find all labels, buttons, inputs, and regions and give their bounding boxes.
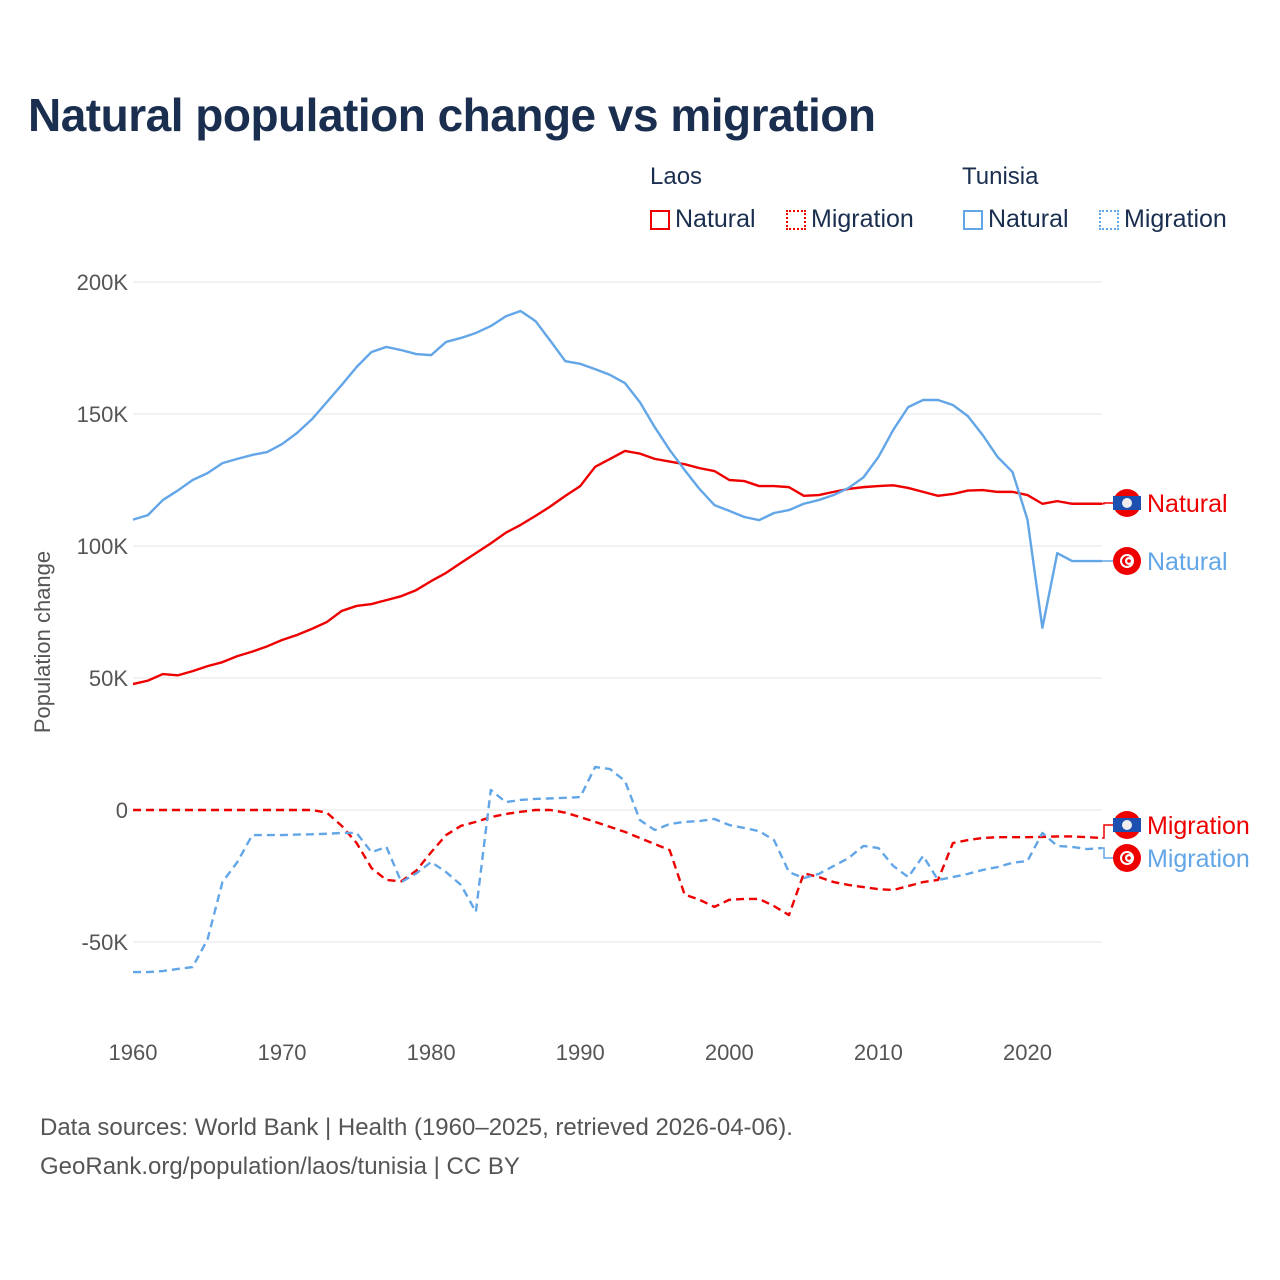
- legend-label: Natural: [675, 205, 756, 233]
- laos-flag-disc: [1122, 498, 1132, 508]
- x-tick-label: 1960: [109, 1040, 158, 1065]
- series-line-tunisia-natural: [132, 309, 1102, 630]
- series-end-label: Natural: [1147, 490, 1228, 518]
- laos-flag-disc: [1122, 820, 1132, 830]
- legend-group-tunisia: Tunisia: [962, 163, 1039, 190]
- x-tick-label: 2000: [705, 1040, 754, 1065]
- series-end-label: Migration: [1147, 845, 1250, 873]
- legend-label: Migration: [1124, 205, 1227, 233]
- legend-label: Migration: [811, 205, 914, 233]
- series-end-label: Migration: [1147, 812, 1250, 840]
- y-axis-label: Population change: [30, 551, 55, 733]
- legend-group-laos: Laos: [650, 163, 703, 190]
- legend-swatch-solid: [963, 209, 983, 230]
- tunisia-flag-star: [1127, 559, 1131, 563]
- legend-laos-natural[interactable]: Natural: [650, 205, 756, 234]
- chart-title: Natural population change vs migration: [28, 89, 876, 141]
- tunisia-flag-star: [1127, 856, 1131, 860]
- series-line-laos-natural: [132, 449, 1102, 686]
- y-tick-label: 0: [116, 798, 128, 823]
- x-tick-label: 2020: [1003, 1040, 1052, 1065]
- legend-swatch-dotted: [786, 209, 806, 230]
- footer: Data sources: World Bank | Health (1960–…: [40, 1108, 793, 1186]
- series-line-tunisia-migration: [133, 765, 1103, 974]
- y-tick-label: 150K: [77, 402, 129, 427]
- y-tick-label: 50K: [89, 666, 128, 691]
- x-tick-label: 1980: [407, 1040, 456, 1065]
- label-connector: [1102, 847, 1114, 859]
- x-tick-label: 1990: [556, 1040, 605, 1065]
- y-tick-label: 200K: [77, 270, 129, 295]
- series-end-label: Natural: [1147, 548, 1228, 576]
- y-tick-label: -50K: [82, 930, 129, 955]
- label-connector: [1102, 824, 1114, 839]
- legend-laos-migration[interactable]: Migration: [786, 205, 914, 234]
- label-connector: [1102, 502, 1114, 505]
- data-source-note: Data sources: World Bank | Health (1960–…: [40, 1114, 793, 1141]
- y-tick-label: 100K: [77, 534, 129, 559]
- x-tick-label: 2010: [854, 1040, 903, 1065]
- x-tick-label: 1970: [258, 1040, 307, 1065]
- legend-swatch-dotted: [1099, 209, 1119, 230]
- legend-tunisia-natural[interactable]: Natural: [963, 205, 1069, 234]
- source-link[interactable]: GeoRank.org/population/laos/tunisia | CC…: [40, 1153, 520, 1180]
- legend-label: Natural: [988, 205, 1069, 233]
- legend-swatch-solid: [650, 209, 670, 230]
- series-line-laos-migration: [133, 808, 1103, 917]
- legend-tunisia-migration[interactable]: Migration: [1099, 205, 1227, 234]
